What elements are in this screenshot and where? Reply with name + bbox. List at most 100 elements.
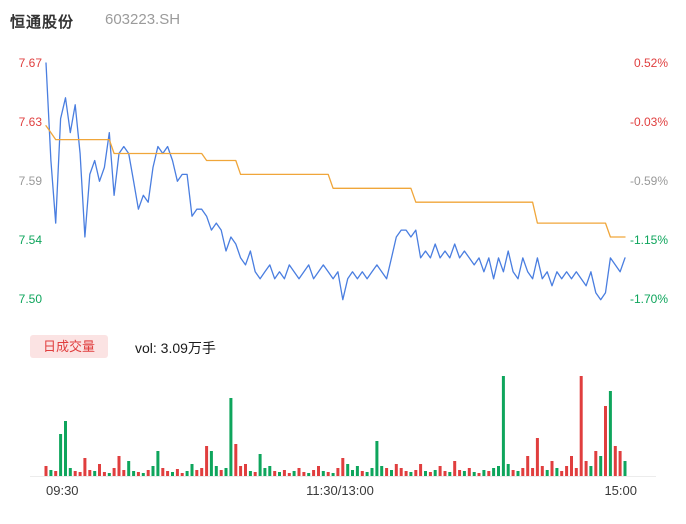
- volume-bar: [64, 421, 67, 476]
- volume-bar: [190, 464, 194, 476]
- volume-bar: [550, 461, 554, 476]
- volume-bar: [555, 468, 559, 476]
- volume-bar: [482, 470, 486, 476]
- volume-bar: [409, 472, 413, 476]
- volume-bar: [224, 468, 228, 476]
- volume-bar: [112, 468, 116, 476]
- volume-bar: [579, 376, 583, 476]
- price-axis-label: 7.59: [18, 174, 42, 188]
- volume-bar: [93, 471, 97, 476]
- volume-bar: [419, 464, 423, 476]
- volume-bar: [278, 472, 281, 476]
- volume-bar: [462, 471, 466, 476]
- volume-bar: [117, 456, 121, 476]
- volume-bar: [88, 470, 92, 476]
- volume-bar: [54, 471, 58, 476]
- volume-bar: [326, 472, 330, 476]
- volume-bar: [506, 464, 510, 476]
- percent-axis-label: -0.59%: [629, 174, 668, 188]
- volume-bar: [399, 468, 403, 476]
- volume-bar: [516, 471, 520, 476]
- price-axis-label: 7.50: [18, 292, 42, 306]
- volume-bar: [492, 468, 496, 476]
- volume-bar: [521, 468, 525, 476]
- volume-bar: [107, 473, 111, 476]
- volume-bar: [205, 446, 209, 476]
- volume-bar: [234, 444, 238, 476]
- volume-bar: [297, 468, 301, 476]
- percent-axis-label: 0.52%: [633, 56, 668, 70]
- time-axis-label-close: 15:00: [604, 483, 637, 498]
- volume-bar: [166, 471, 170, 476]
- volume-bar: [565, 466, 569, 476]
- volume-bar: [394, 464, 398, 476]
- stock-code: 603223.SH: [105, 11, 181, 28]
- volume-bar: [68, 468, 72, 476]
- volume-bar: [370, 468, 374, 476]
- volume-bar: [385, 468, 389, 476]
- percent-axis-label: -1.15%: [629, 233, 668, 247]
- volume-bar: [73, 471, 77, 476]
- volume-bar: [317, 466, 320, 476]
- volume-bar: [282, 470, 286, 476]
- volume-bar: [453, 461, 457, 476]
- volume-bar: [156, 451, 160, 476]
- volume-bar: [136, 472, 140, 476]
- volume-bar: [424, 471, 427, 476]
- price-line: [45, 62, 626, 301]
- volume-bar: [239, 466, 243, 476]
- volume-bar: [78, 472, 82, 476]
- volume-bar: [331, 473, 335, 476]
- volume-tab-badge[interactable]: 日成交量: [30, 335, 109, 358]
- volume-bar: [365, 472, 369, 476]
- volume-bar: [180, 473, 184, 476]
- volume-bar: [443, 471, 447, 476]
- volume-bar: [487, 471, 491, 476]
- volume-bar: [185, 471, 189, 476]
- volume-bar: [623, 461, 627, 476]
- volume-bar: [146, 470, 150, 476]
- volume-bar: [390, 470, 393, 476]
- volume-bar: [321, 471, 325, 476]
- avg-line: [45, 125, 626, 238]
- time-axis-label-open: 09:30: [46, 483, 79, 498]
- volume-bar: [594, 451, 598, 476]
- volume-bar: [49, 470, 53, 476]
- percent-axis-label: -1.70%: [629, 292, 668, 306]
- volume-bar: [589, 466, 593, 476]
- volume-bar: [312, 470, 316, 476]
- volume-bar: [458, 470, 462, 476]
- volume-bar: [44, 466, 48, 476]
- volume-bar: [467, 468, 471, 476]
- volume-bar: [248, 471, 252, 476]
- volume-bar: [531, 468, 535, 476]
- volume-bar: [497, 466, 500, 476]
- volume-bar: [302, 472, 306, 476]
- volume-bar: [151, 466, 155, 476]
- volume-bar: [511, 470, 515, 476]
- volume-bar: [380, 466, 384, 476]
- volume-bar: [404, 471, 408, 476]
- volume-bar: [599, 456, 603, 476]
- price-axis-label: 7.67: [18, 56, 42, 70]
- volume-bar: [545, 470, 549, 476]
- volume-bar: [161, 468, 165, 476]
- volume-bar: [604, 406, 607, 476]
- volume-bar: [268, 466, 272, 476]
- volume-bar: [195, 470, 199, 476]
- volume-bar: [102, 472, 106, 476]
- volume-bar: [608, 391, 612, 476]
- volume-bar: [171, 472, 174, 476]
- volume-bar: [122, 470, 126, 476]
- volume-bar: [360, 471, 364, 476]
- volume-bar: [433, 470, 437, 476]
- volume-bar: [273, 471, 277, 476]
- volume-bar: [472, 472, 476, 476]
- volume-bar: [219, 470, 223, 476]
- price-axis-label: 7.54: [18, 233, 42, 247]
- volume-bar: [175, 469, 179, 476]
- volume-bar: [98, 464, 101, 476]
- volume-bar: [584, 461, 588, 476]
